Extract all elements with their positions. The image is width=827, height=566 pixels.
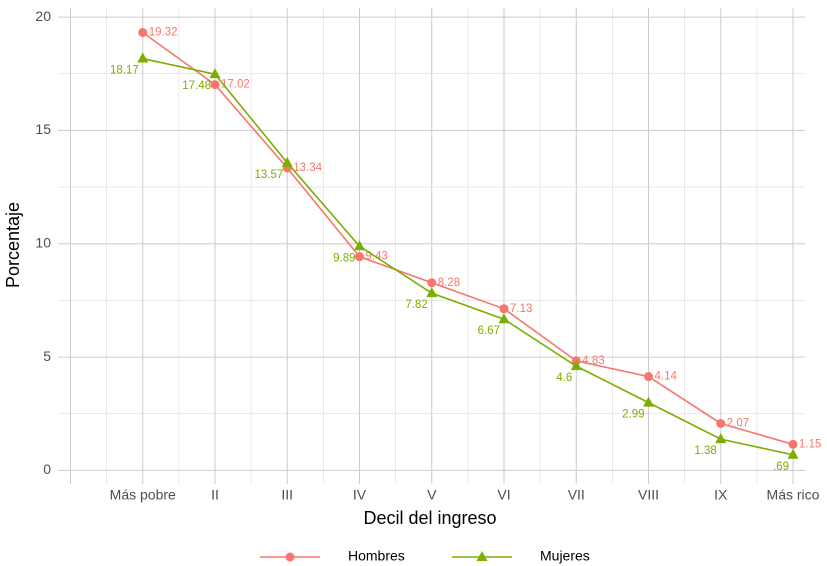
value-label: 13.34 bbox=[293, 162, 322, 174]
series: 19.3217.0213.349.438.287.134.834.142.071… bbox=[138, 27, 821, 450]
value-label: 19.32 bbox=[149, 27, 178, 39]
y-tick-label: 10 bbox=[35, 234, 51, 250]
value-label: 18.17 bbox=[110, 65, 139, 77]
x-tick-label: III bbox=[281, 487, 293, 503]
legend-label: Hombres bbox=[348, 548, 405, 564]
series: 18.17 17.48 13.57 9.89 7.82 6.67 4.6 2.99 1.38 .6… bbox=[110, 52, 799, 473]
point bbox=[715, 433, 727, 444]
y-tick-label: 20 bbox=[35, 8, 51, 24]
value-label: 6.67 bbox=[478, 325, 500, 337]
y-axis-title: Porcentaje bbox=[3, 202, 23, 288]
point bbox=[354, 240, 365, 251]
value-label: 4.83 bbox=[582, 355, 604, 367]
point bbox=[427, 278, 437, 288]
legend-label: Mujeres bbox=[540, 548, 590, 564]
y-tick-label: 5 bbox=[43, 348, 51, 364]
value-label: 7.82 bbox=[405, 299, 427, 311]
legend-marker bbox=[285, 552, 295, 562]
value-label: 17.02 bbox=[221, 79, 250, 91]
x-axis-title: Decil del ingreso bbox=[363, 508, 496, 528]
value-label: 17.48 bbox=[182, 80, 211, 92]
x-tick-label: VII bbox=[568, 487, 585, 503]
line bbox=[142, 31, 794, 446]
value-label: 13.57 bbox=[254, 169, 283, 181]
legend-marker bbox=[476, 551, 488, 561]
line bbox=[142, 57, 794, 456]
point bbox=[788, 439, 798, 449]
point bbox=[787, 448, 799, 459]
point bbox=[137, 52, 149, 63]
x-tick-label: Más rico bbox=[767, 487, 820, 503]
legend-item: Hombres bbox=[260, 548, 405, 564]
y-tick-label: 15 bbox=[35, 121, 51, 137]
x-tick-label: IX bbox=[714, 487, 728, 503]
value-label: 4.6 bbox=[556, 372, 572, 384]
point bbox=[644, 372, 653, 382]
point bbox=[570, 360, 582, 371]
point bbox=[209, 68, 221, 79]
point bbox=[643, 396, 654, 407]
value-label: 2.07 bbox=[727, 418, 749, 430]
x-tick-label: VIII bbox=[638, 487, 659, 503]
point bbox=[138, 27, 148, 37]
point bbox=[210, 80, 220, 90]
point bbox=[355, 252, 364, 262]
point bbox=[716, 418, 726, 428]
x-tick-label: VI bbox=[497, 487, 510, 503]
point bbox=[499, 304, 509, 314]
value-label: 9.89 bbox=[333, 252, 355, 264]
point bbox=[281, 156, 293, 167]
x-tick-label: V bbox=[427, 487, 437, 503]
y-tick-label: 0 bbox=[43, 461, 51, 477]
value-label: 7.13 bbox=[510, 303, 532, 315]
value-label: 2.99 bbox=[622, 409, 644, 421]
value-label: 4.14 bbox=[655, 371, 678, 383]
point bbox=[498, 313, 510, 324]
value-label: 8.28 bbox=[438, 277, 460, 289]
x-tick-label: II bbox=[211, 487, 219, 503]
x-tick-label: Más pobre bbox=[110, 487, 176, 503]
grid bbox=[58, 8, 805, 484]
point bbox=[426, 287, 438, 298]
x-tick-label: IV bbox=[353, 487, 367, 503]
legend-item: Mujeres bbox=[452, 548, 590, 564]
value-label: 1.38 bbox=[694, 445, 716, 457]
value-label: 1.15 bbox=[799, 438, 821, 450]
value-label: .69 bbox=[773, 461, 789, 473]
